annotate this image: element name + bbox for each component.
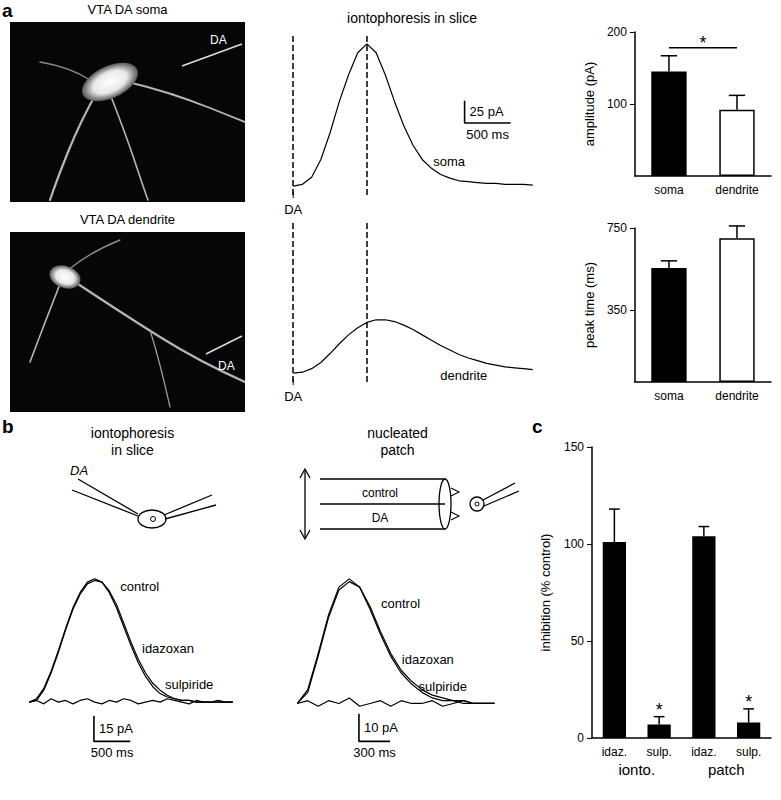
- svg-text:50: 50: [571, 634, 585, 648]
- svg-text:idaz.: idaz.: [602, 745, 627, 759]
- svg-text:DA: DA: [70, 463, 88, 478]
- svg-text:25 pA: 25 pA: [470, 104, 504, 119]
- svg-text:soma: soma: [654, 183, 684, 197]
- svg-text:500 ms: 500 ms: [91, 745, 134, 760]
- svg-text:iontophoresis in slice: iontophoresis in slice: [347, 10, 477, 26]
- svg-text:300 ms: 300 ms: [353, 745, 396, 760]
- svg-text:idazoxan: idazoxan: [402, 652, 454, 667]
- svg-text:DA: DA: [284, 202, 302, 217]
- svg-text:idaz.: idaz.: [691, 745, 716, 759]
- html-text:a: a: [2, 0, 13, 21]
- svg-text:ionto.: ionto.: [618, 761, 655, 778]
- svg-text:control: control: [120, 579, 159, 594]
- svg-text:*: *: [699, 33, 706, 53]
- svg-text:750: 750: [607, 221, 627, 235]
- svg-text:peak time (ms): peak time (ms): [582, 262, 597, 348]
- svg-text:sulp.: sulp.: [736, 745, 761, 759]
- svg-text:control: control: [362, 486, 398, 500]
- html-text:b: b: [2, 416, 14, 437]
- svg-text:nucleated: nucleated: [367, 425, 428, 441]
- svg-text:iontophoresis: iontophoresis: [91, 425, 174, 441]
- html-text:c: c: [532, 416, 543, 437]
- svg-text:dendrite: dendrite: [440, 368, 487, 383]
- svg-text:dendrite: dendrite: [715, 389, 759, 403]
- svg-text:500 ms: 500 ms: [466, 127, 509, 142]
- html-text:VTA DA soma: VTA DA soma: [87, 2, 168, 17]
- svg-text:amplitude (pA): amplitude (pA): [582, 62, 597, 147]
- svg-text:150: 150: [564, 440, 584, 454]
- svg-text:dendrite: dendrite: [715, 183, 759, 197]
- svg-text:100: 100: [607, 97, 627, 111]
- svg-text:350: 350: [607, 303, 627, 317]
- svg-text:15 pA: 15 pA: [99, 721, 133, 736]
- svg-text:200: 200: [607, 25, 627, 39]
- svg-text:DA: DA: [284, 389, 302, 404]
- svg-text:DA: DA: [372, 511, 389, 525]
- svg-text:soma: soma: [433, 154, 466, 169]
- svg-text:patch: patch: [708, 761, 745, 778]
- svg-text:control: control: [381, 596, 420, 611]
- svg-text:sulpiride: sulpiride: [165, 677, 213, 692]
- svg-text:inhibition (% control): inhibition (% control): [538, 534, 553, 652]
- svg-text:100: 100: [564, 537, 584, 551]
- svg-text:0: 0: [577, 731, 584, 745]
- svg-text:sulp.: sulp.: [646, 745, 671, 759]
- svg-text:in slice: in slice: [111, 442, 154, 458]
- svg-text:patch: patch: [380, 442, 414, 458]
- svg-text:sulpiride: sulpiride: [419, 679, 467, 694]
- html-text:VTA DA dendrite: VTA DA dendrite: [79, 212, 176, 227]
- svg-text:DA: DA: [218, 359, 235, 373]
- svg-text:DA: DA: [210, 33, 227, 47]
- svg-text:soma: soma: [654, 389, 684, 403]
- svg-text:10 pA: 10 pA: [364, 720, 398, 735]
- svg-text:idazoxan: idazoxan: [142, 641, 194, 656]
